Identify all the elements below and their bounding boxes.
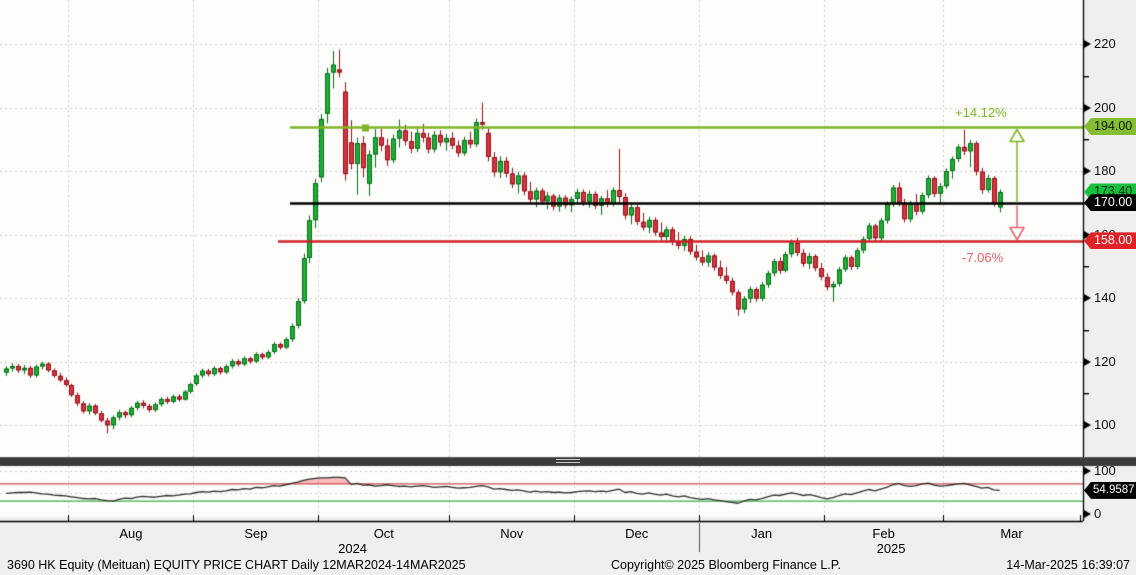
panel-resize-grip[interactable] (556, 459, 580, 464)
oscillator-axis-tick-label: 100 (1094, 463, 1116, 478)
support-pct-label: -7.06% (962, 249, 1004, 265)
x-axis-month-label: Dec (625, 526, 649, 541)
oscillator-axis-tick-label: 0 (1094, 506, 1102, 521)
pivot-price-badge[interactable]: 170.00 (1084, 194, 1136, 212)
y-axis-tick-label: 100 (1094, 417, 1116, 432)
y-axis-tick-label: 120 (1094, 353, 1116, 369)
y-axis-tick-label: 180 (1094, 163, 1116, 178)
y-axis-tick-label: 200 (1094, 99, 1116, 115)
status-bar: 3690 HK Equity (Meituan) EQUITY PRICE CH… (0, 556, 1136, 575)
y-axis-tick-label: 220 (1094, 36, 1116, 51)
x-axis-month-label: Feb (872, 526, 895, 541)
y-axis-tick-label: 140 (1094, 290, 1116, 305)
x-axis-year-label: 2024 (338, 541, 368, 556)
support-price-badge[interactable]: 158.00 (1084, 232, 1136, 250)
datetime-text: 14-Mar-2025 16:39:07 (1006, 558, 1130, 572)
resistance-price-badge[interactable]: 194.00 (1084, 118, 1136, 136)
x-axis-month-label: Mar (1000, 526, 1023, 541)
copyright-text: Copyright© 2025 Bloomberg Finance L.P. (611, 558, 841, 572)
x-axis-month-label: Sep (244, 526, 268, 541)
x-axis-month-label: Aug (119, 526, 143, 541)
x-axis-year-label: 2025 (876, 541, 906, 556)
x-axis-month-label: Oct (373, 526, 394, 541)
chart-title-text: 3690 HK Equity (Meituan) EQUITY PRICE CH… (7, 558, 466, 572)
resistance-pct-label: +14.12% (955, 104, 1007, 120)
oscillator-value-badge[interactable]: 54.9587 (1084, 481, 1136, 499)
x-axis-month-label: Nov (500, 526, 524, 541)
x-axis-month-label: Jan (751, 526, 773, 541)
